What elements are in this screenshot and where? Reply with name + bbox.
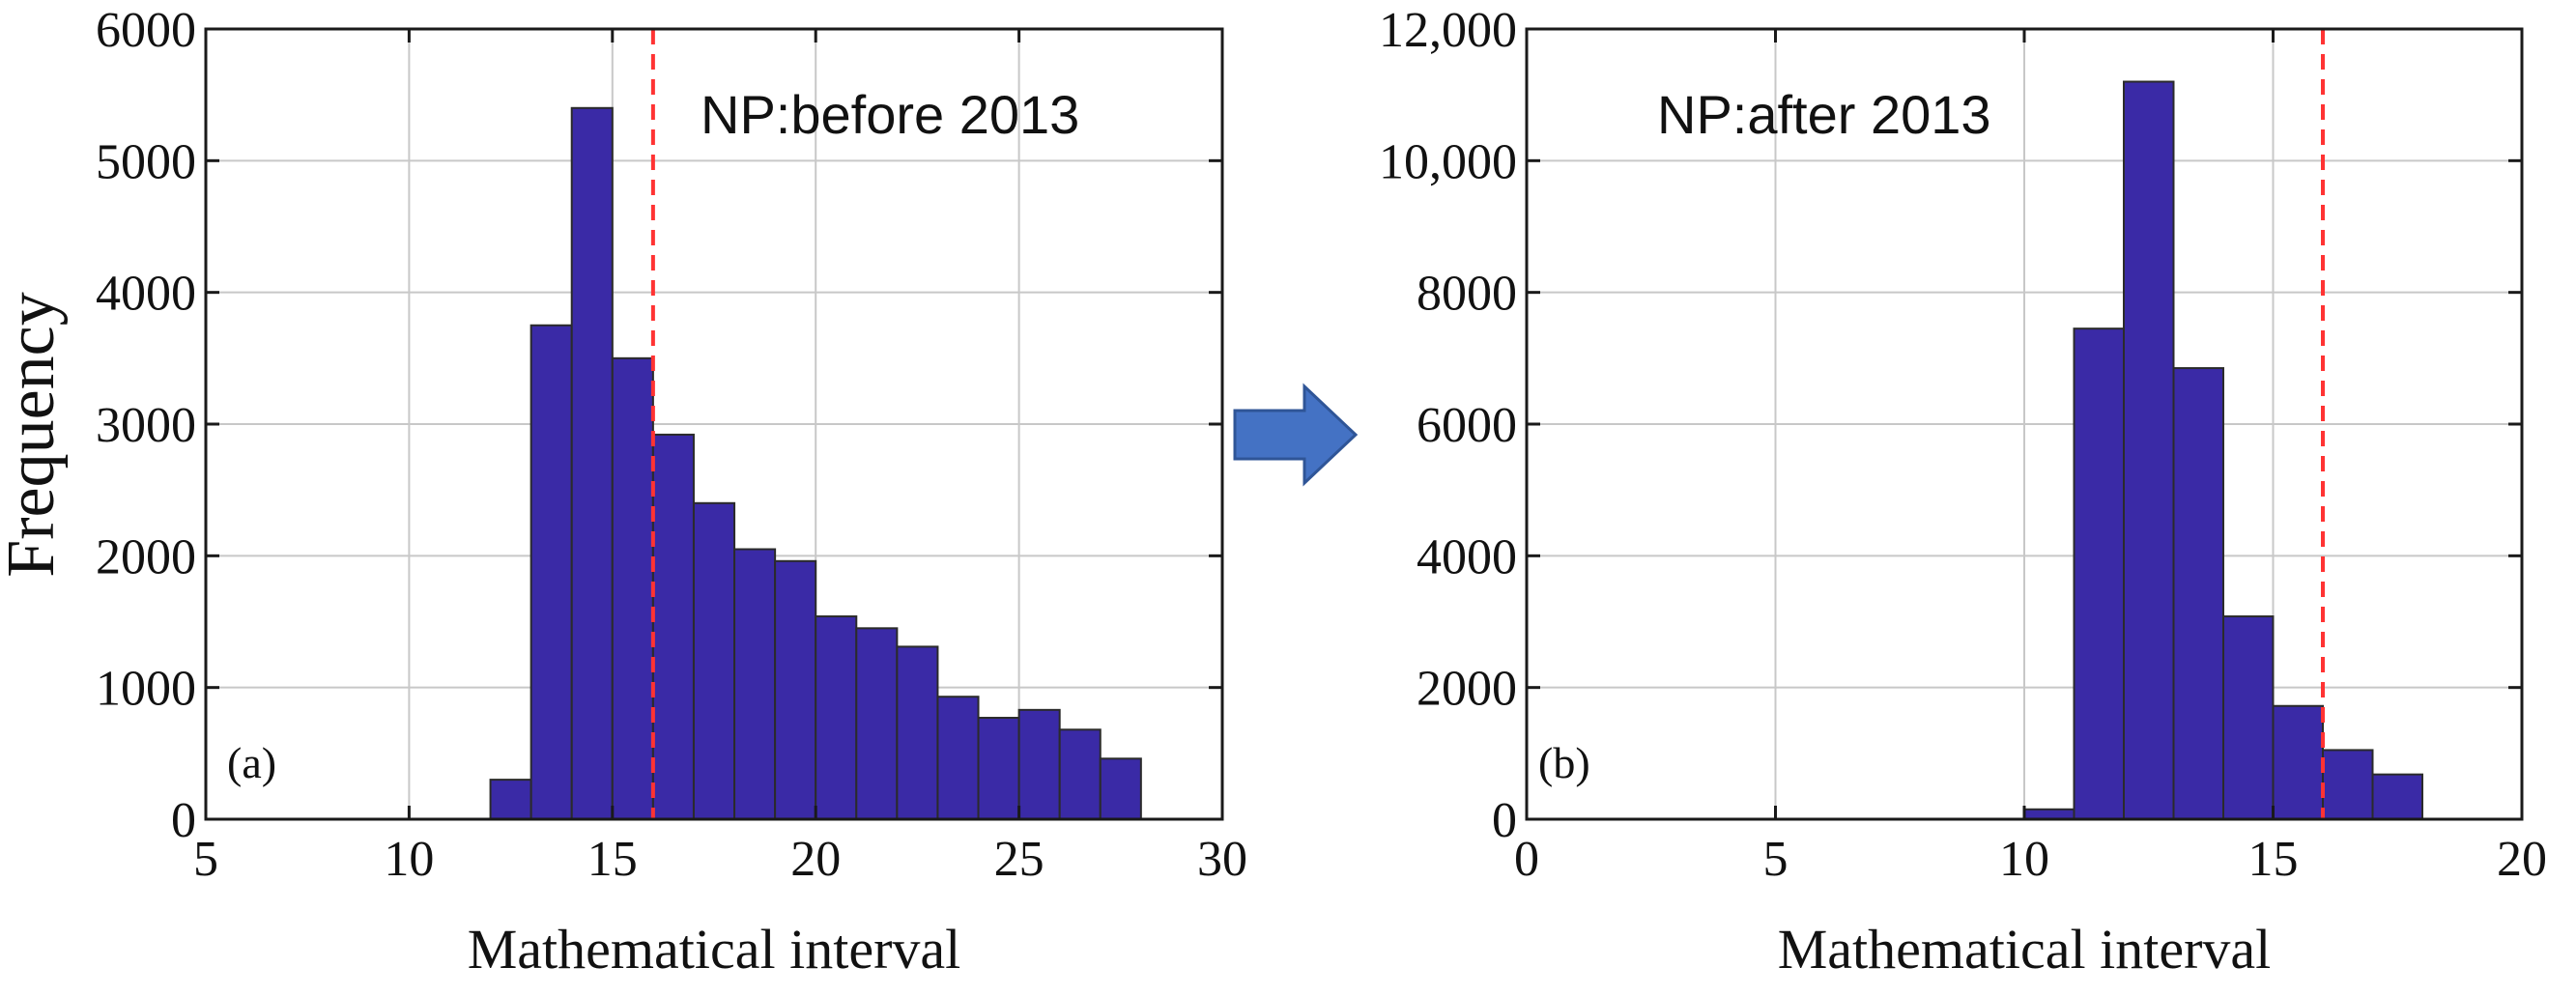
panel-a-bar: [570, 106, 614, 821]
panel-a-panel-label: (a): [227, 738, 276, 787]
panel-a-y-axis-label: Frequency: [0, 292, 69, 577]
panel-b-bar: [2073, 327, 2125, 820]
panel-a-y-tick-label: 5000: [96, 134, 196, 189]
right-arrow-shape: [1233, 383, 1359, 487]
panel-a-y-tick-label: 0: [171, 793, 196, 848]
panel-b-x-tick-label: 20: [2497, 832, 2547, 887]
panel-a-y-tick-label: 1000: [96, 662, 196, 717]
panel-b-bar: [2272, 704, 2324, 821]
panel-a-bar: [896, 645, 939, 820]
panel-b-x-tick-label: 5: [1763, 832, 1789, 887]
panel-b-bar: [2123, 80, 2175, 821]
panel-a-bar: [855, 627, 899, 820]
panel-a-x-tick-label: 20: [790, 832, 841, 887]
panel-a-bar: [651, 433, 695, 820]
panel-b-y-tick-label: 10,000: [1379, 134, 1517, 189]
panel-a-bar: [733, 548, 777, 820]
panel-b-x-tick-label: 10: [1999, 832, 2049, 887]
panel-a-x-tick-label: 5: [193, 832, 218, 887]
panel-a-y-tick-label: 3000: [96, 398, 196, 453]
panel-a-bar: [936, 696, 980, 821]
panel-b-y-tick-label: 2000: [1417, 662, 1517, 717]
panel-a-annotation: NP:before 2013: [701, 84, 1079, 145]
panel-a-y-tick-label: 6000: [96, 3, 196, 58]
panel-a-chart: 5 10 15 20 25 30 0 1000 2000 3000 4000 5000 6000 Math…: [0, 3, 1247, 981]
panel-b-y-tick-label: 0: [1492, 793, 1517, 848]
panel-b-x-tick-label: 15: [2248, 832, 2299, 887]
panel-b-bar: [2023, 808, 2075, 821]
panel-b-annotation: NP:after 2013: [1657, 84, 1991, 145]
panel-b-bar: [2371, 773, 2423, 820]
panel-a-x-axis-label: Mathematical interval: [468, 918, 961, 981]
panel-b-y-tick-label: 12,000: [1379, 3, 1517, 58]
panel-a-y-tick-label: 2000: [96, 529, 196, 584]
panel-a-bar: [977, 717, 1020, 820]
panel-a-y-tick-label: 4000: [96, 267, 196, 322]
panel-a-bar: [489, 779, 532, 820]
panel-b-panel-label: (b): [1538, 738, 1590, 787]
panel-a-x-tick-label: 30: [1197, 832, 1247, 887]
right-arrow-icon: [1233, 383, 1359, 487]
panel-a-x-tick-label: 25: [994, 832, 1045, 887]
panel-a-bar: [611, 356, 654, 820]
panel-b-y-tick-label: 4000: [1417, 529, 1517, 584]
panel-b-bar: [2172, 367, 2224, 820]
panel-b-x-axis-label: Mathematical interval: [1778, 918, 2272, 981]
panel-a-bar: [774, 559, 817, 821]
panel-b-y-tick-label: 6000: [1417, 398, 1517, 453]
panel-a-bar: [692, 501, 736, 820]
panel-b-y-tick-label: 8000: [1417, 267, 1517, 322]
panel-a-bar: [1058, 728, 1102, 820]
panel-a-bar: [1099, 757, 1142, 821]
panel-b-bar: [2222, 615, 2275, 821]
panel-a-x-tick-label: 10: [384, 832, 434, 887]
panel-b-chart: 0 5 10 15 20 0 2000 4000 6000 8000 10,000 12,000 Mat…: [1379, 3, 2547, 981]
panel-a-bar: [1017, 708, 1061, 820]
panel-a-bar: [815, 615, 858, 821]
panel-a-bar: [530, 324, 573, 820]
panel-a-x-tick-label: 15: [587, 832, 638, 887]
panel-b-x-tick-label: 0: [1514, 832, 1539, 887]
panel-b-bar: [2322, 749, 2374, 820]
